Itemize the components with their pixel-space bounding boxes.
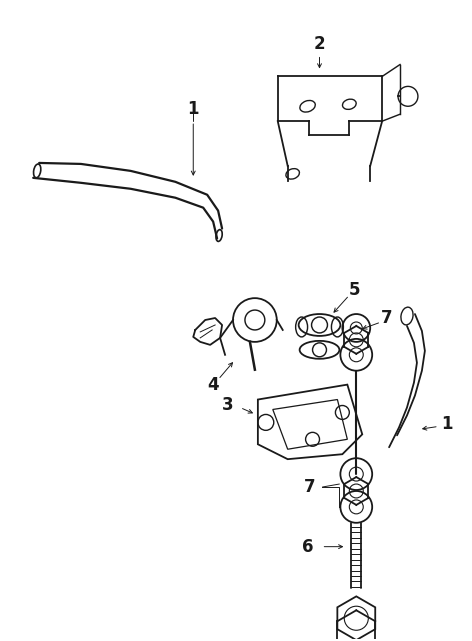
Text: 7: 7 (304, 478, 315, 496)
Text: 3: 3 (222, 395, 234, 413)
Text: 4: 4 (207, 376, 219, 394)
Text: 1: 1 (187, 100, 199, 118)
Text: 6: 6 (302, 538, 313, 556)
Text: 7: 7 (381, 309, 393, 327)
Text: 2: 2 (314, 35, 325, 53)
Text: 5: 5 (348, 281, 360, 299)
Text: 1: 1 (441, 415, 453, 433)
